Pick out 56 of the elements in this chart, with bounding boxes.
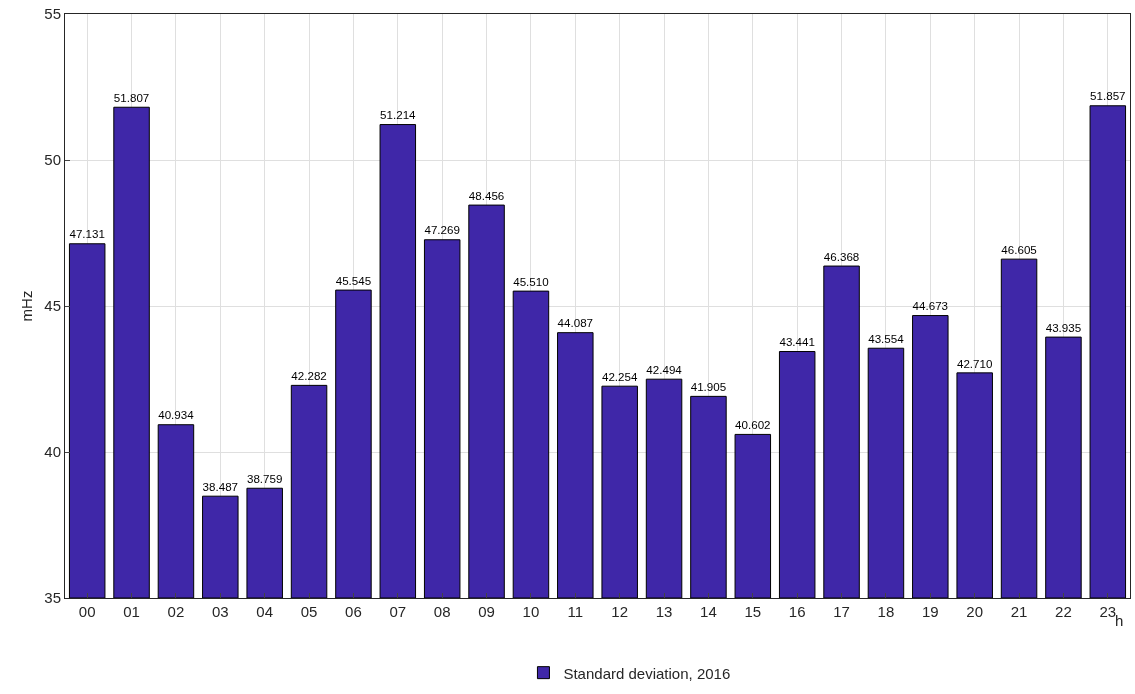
x-tick-label: 10 [522,603,540,620]
x-tick-label: 14 [700,603,717,620]
data-label: 43.441 [779,335,815,349]
x-tick-label: 08 [433,603,451,620]
data-label: 43.554 [868,331,905,345]
data-label: 47.269 [424,223,460,237]
data-label: 45.510 [513,274,549,288]
x-tick-label: 03 [211,603,229,620]
x-tick-label: 23 [1099,603,1117,620]
y-tick-label: 40 [44,443,61,461]
x-tick-label: 17 [833,603,850,620]
x-tick-label: 21 [1010,603,1028,620]
data-label: 41.905 [690,380,727,394]
x-tick-label: 16 [788,603,806,620]
data-label: 48.456 [468,188,505,202]
x-tick-label: 11 [567,603,584,620]
data-label: 42.710 [956,356,993,370]
data-label: 38.759 [246,471,283,485]
data-label: 51.807 [113,90,150,104]
data-label: 51.857 [1090,89,1126,103]
data-label: 46.605 [1001,242,1037,256]
data-label: 51.214 [380,108,417,122]
x-tick-label: 04 [256,603,274,620]
legend-label: Standard deviation, 2016 [563,664,731,682]
y-tick-label: 55 [44,5,61,23]
data-label: 42.494 [646,362,683,376]
data-label: 40.602 [735,418,771,432]
y-tick-label: 50 [44,151,61,169]
x-tick-label: 01 [123,603,140,620]
y-tick-label: 45 [44,297,61,315]
data-label: 45.545 [335,273,372,287]
x-tick-label: 09 [478,603,495,620]
x-tick-label: 19 [921,603,939,620]
x-tick-label: 18 [877,603,895,620]
x-tick-label: 00 [78,603,96,620]
data-label: 42.282 [291,369,327,383]
x-tick-label: 20 [966,603,984,620]
y-tick-label: 35 [44,589,61,607]
data-label: 44.087 [557,316,594,330]
data-label: 46.368 [823,249,860,263]
x-tick-label: 22 [1055,603,1072,620]
x-tick-label: 06 [345,603,362,620]
x-tick-label: 07 [389,603,407,620]
x-tick-label: 02 [167,603,185,620]
x-tick-label: 15 [744,603,762,620]
data-label: 47.131 [69,227,105,241]
x-tick-label: 12 [611,603,629,620]
x-tick-label: 05 [300,603,318,620]
data-label: 44.673 [912,299,949,313]
y-axis-title: mHz [17,290,35,322]
data-label: 38.487 [202,479,239,493]
data-label: 42.254 [601,369,638,383]
data-label: 43.935 [1045,320,1082,334]
x-axis-title: h [1115,612,1124,629]
data-label: 40.934 [158,408,195,422]
x-tick-label: 13 [655,603,673,620]
